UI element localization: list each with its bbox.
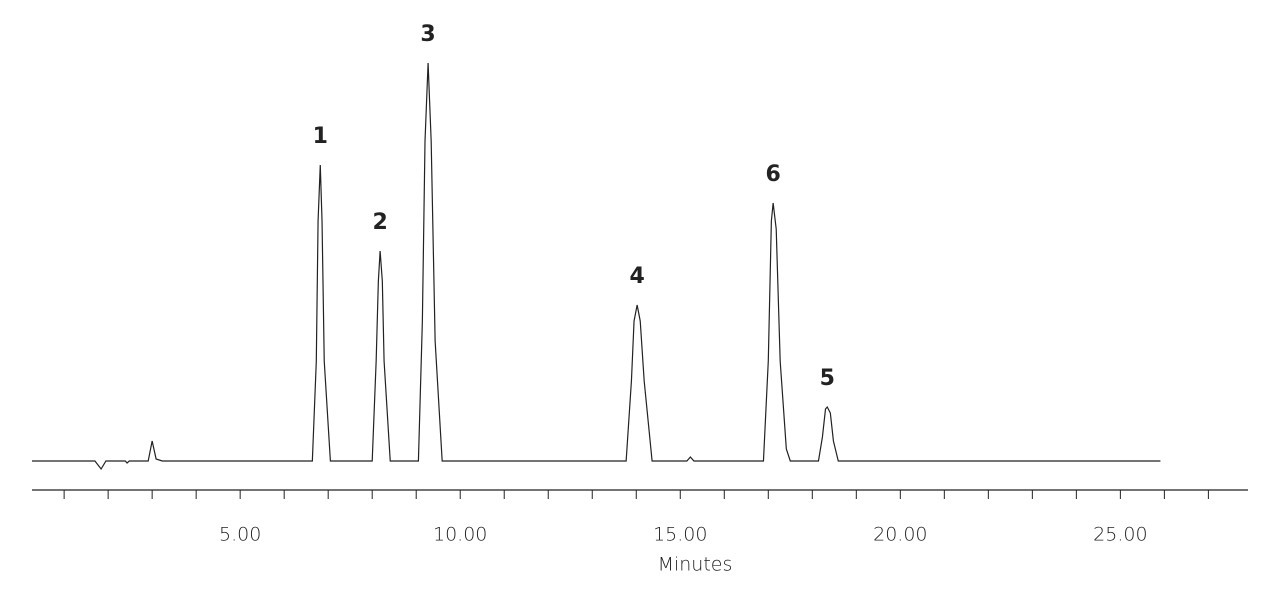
x-axis-label: Minutes xyxy=(658,554,733,576)
peak-label: 5 xyxy=(820,366,835,391)
x-tick-label: 5.00 xyxy=(219,524,261,546)
x-tick-label: 20.00 xyxy=(873,524,927,546)
x-tick-label: 10.00 xyxy=(433,524,487,546)
peak-label: 2 xyxy=(372,210,387,235)
x-tick-label: 25.00 xyxy=(1093,524,1147,546)
peak-label: 3 xyxy=(420,22,435,47)
peak-label: 4 xyxy=(629,264,644,289)
trace xyxy=(32,62,1161,471)
peak-label: 6 xyxy=(765,162,780,187)
peak-label: 1 xyxy=(313,124,328,149)
x-tick-label: 15.00 xyxy=(653,524,707,546)
